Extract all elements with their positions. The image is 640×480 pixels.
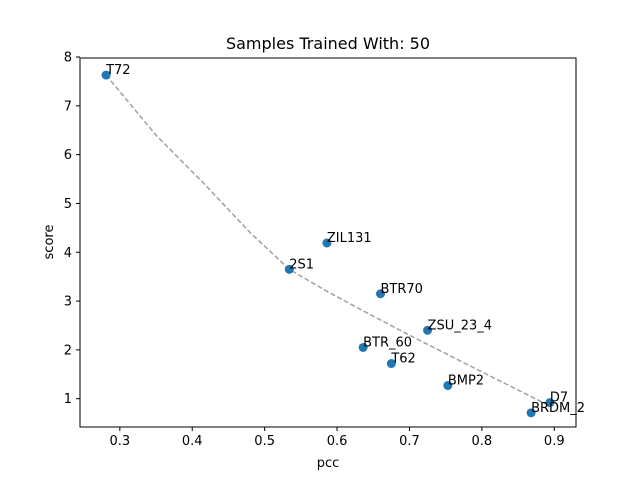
- y-tick-label: 1: [64, 392, 72, 407]
- x-tick-label: 0.8: [472, 434, 493, 449]
- plot-frame: [79, 57, 577, 428]
- x-tick-label: 0.5: [254, 434, 275, 449]
- x-tick-label: 0.3: [109, 434, 130, 449]
- data-point-btr70: [375, 289, 385, 299]
- axes-layer: 0.3 0.4 0.5 0.6 0.7 0.8 0.9 1 2 3 4 5 6 7 8: [64, 51, 577, 449]
- point-label-btr-60: BTR_60: [363, 335, 412, 350]
- data-point-btr-60: [358, 342, 368, 352]
- point-label-btr70: BTR70: [380, 282, 422, 297]
- point-labels-layer: T72 ZIL131 2S1 BTR70 ZSU_23_4 BTR_60 T62 BMP2 D7…: [105, 63, 585, 416]
- point-label-brdm-2: BRDM_2: [531, 401, 585, 416]
- point-label-zil131: ZIL131: [327, 231, 372, 246]
- chart-title: Samples Trained With: 50: [226, 34, 430, 53]
- y-tick-label: 5: [64, 197, 72, 212]
- trend-layer: [105, 74, 551, 407]
- data-point-d7: [545, 398, 555, 408]
- point-label-t62: T62: [390, 352, 415, 367]
- y-tick-label: 6: [64, 148, 72, 163]
- point-label-zsu-23-4: ZSU_23_4: [428, 318, 493, 333]
- trend-line: [105, 74, 551, 407]
- point-label-2s1: 2S1: [289, 257, 314, 272]
- x-tick-label: 0.6: [327, 434, 348, 449]
- y-axis-label: score: [42, 225, 57, 260]
- points-layer: [101, 70, 555, 418]
- y-tick-label: 8: [64, 51, 72, 66]
- x-axis-label: pcc: [317, 456, 340, 471]
- point-label-bmp2: BMP2: [448, 374, 484, 389]
- data-point-t72: [101, 70, 111, 80]
- data-point-zsu-23-4: [423, 325, 433, 335]
- x-tick-label: 0.7: [399, 434, 420, 449]
- y-tick-label: 3: [64, 295, 72, 310]
- data-point-t62: [386, 359, 396, 369]
- x-tick-label: 0.4: [182, 434, 203, 449]
- data-point-2s1: [284, 264, 294, 274]
- y-tick-label: 4: [64, 246, 72, 261]
- point-label-d7: D7: [550, 391, 568, 406]
- data-point-brdm-2: [526, 408, 536, 418]
- y-tick-label: 7: [64, 99, 72, 114]
- x-tick-label: 0.9: [544, 434, 565, 449]
- point-label-t72: T72: [105, 63, 130, 78]
- y-tick-label: 2: [64, 343, 72, 358]
- data-point-zil131: [322, 238, 332, 248]
- data-point-bmp2: [443, 381, 453, 391]
